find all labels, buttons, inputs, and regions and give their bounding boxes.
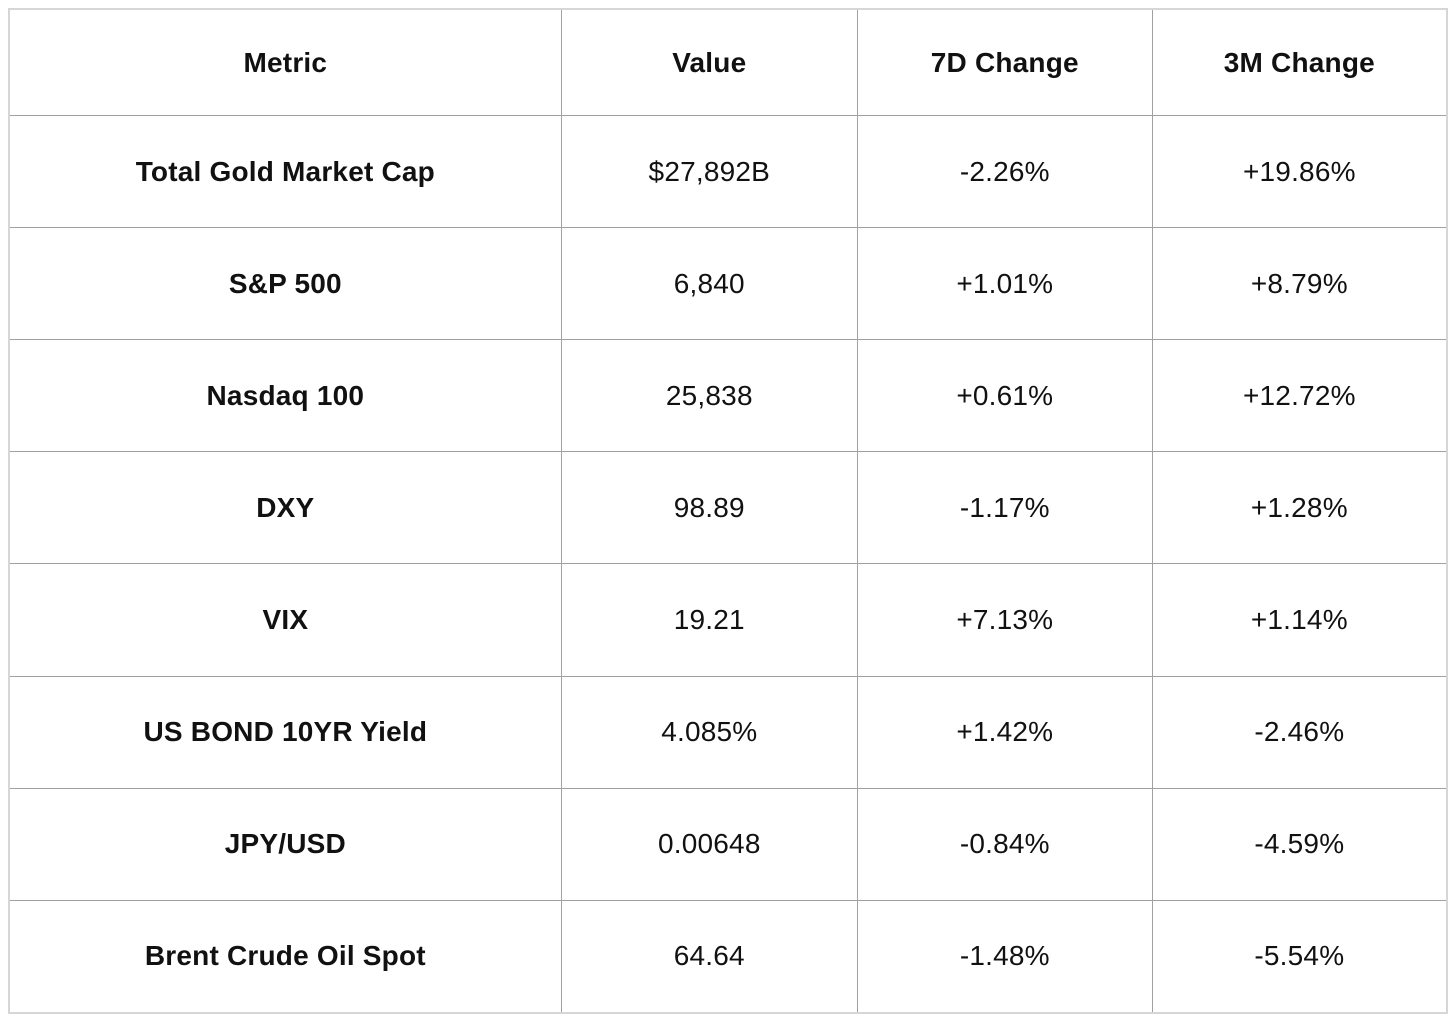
cell-metric: VIX (8, 563, 562, 677)
cell-7d-change: +0.61% (856, 339, 1153, 453)
cell-value: 6,840 (560, 227, 858, 341)
cell-metric: Nasdaq 100 (8, 339, 562, 453)
cell-value: 64.64 (560, 899, 858, 1014)
cell-metric: Total Gold Market Cap (8, 114, 562, 229)
market-metrics-table: Metric Value 7D Change 3M Change Total G… (8, 8, 1448, 1014)
cell-metric: Brent Crude Oil Spot (8, 899, 562, 1014)
cell-7d-change: +1.01% (856, 227, 1153, 341)
cell-3m-change: -5.54% (1151, 899, 1448, 1014)
cell-3m-change: +1.28% (1151, 451, 1448, 565)
cell-metric: JPY/USD (8, 787, 562, 901)
header-row: Metric Value 7D Change 3M Change (8, 8, 1448, 116)
cell-7d-change: -0.84% (856, 787, 1153, 901)
cell-7d-change: -1.48% (856, 899, 1153, 1014)
cell-value: 0.00648 (560, 787, 858, 901)
table-row-vix: VIX 19.21 +7.13% +1.14% (8, 563, 1448, 677)
cell-7d-change: -2.26% (856, 114, 1153, 229)
cell-7d-change: +1.42% (856, 675, 1153, 789)
table-row-brent-crude-oil-spot: Brent Crude Oil Spot 64.64 -1.48% -5.54% (8, 899, 1448, 1014)
cell-value: $27,892B (560, 114, 858, 229)
table-row-total-gold-market-cap: Total Gold Market Cap $27,892B -2.26% +1… (8, 114, 1448, 229)
cell-7d-change: -1.17% (856, 451, 1153, 565)
table-row-jpy-usd: JPY/USD 0.00648 -0.84% -4.59% (8, 787, 1448, 901)
cell-3m-change: -4.59% (1151, 787, 1448, 901)
cell-3m-change: -2.46% (1151, 675, 1448, 789)
cell-3m-change: +19.86% (1151, 114, 1448, 229)
cell-3m-change: +1.14% (1151, 563, 1448, 677)
cell-metric: DXY (8, 451, 562, 565)
cell-value: 25,838 (560, 339, 858, 453)
header-cell-3m-change: 3M Change (1151, 8, 1448, 116)
cell-3m-change: +8.79% (1151, 227, 1448, 341)
cell-metric: S&P 500 (8, 227, 562, 341)
cell-value: 19.21 (560, 563, 858, 677)
table-row-sp-500: S&P 500 6,840 +1.01% +8.79% (8, 227, 1448, 341)
table-row-nasdaq-100: Nasdaq 100 25,838 +0.61% +12.72% (8, 339, 1448, 453)
header-cell-value: Value (560, 8, 858, 116)
cell-metric: US BOND 10YR Yield (8, 675, 562, 789)
header-cell-metric: Metric (8, 8, 562, 116)
cell-value: 4.085% (560, 675, 858, 789)
cell-7d-change: +7.13% (856, 563, 1153, 677)
table-row-us-bond-10yr-yield: US BOND 10YR Yield 4.085% +1.42% -2.46% (8, 675, 1448, 789)
table-row-dxy: DXY 98.89 -1.17% +1.28% (8, 451, 1448, 565)
cell-3m-change: +12.72% (1151, 339, 1448, 453)
cell-value: 98.89 (560, 451, 858, 565)
header-cell-7d-change: 7D Change (856, 8, 1153, 116)
